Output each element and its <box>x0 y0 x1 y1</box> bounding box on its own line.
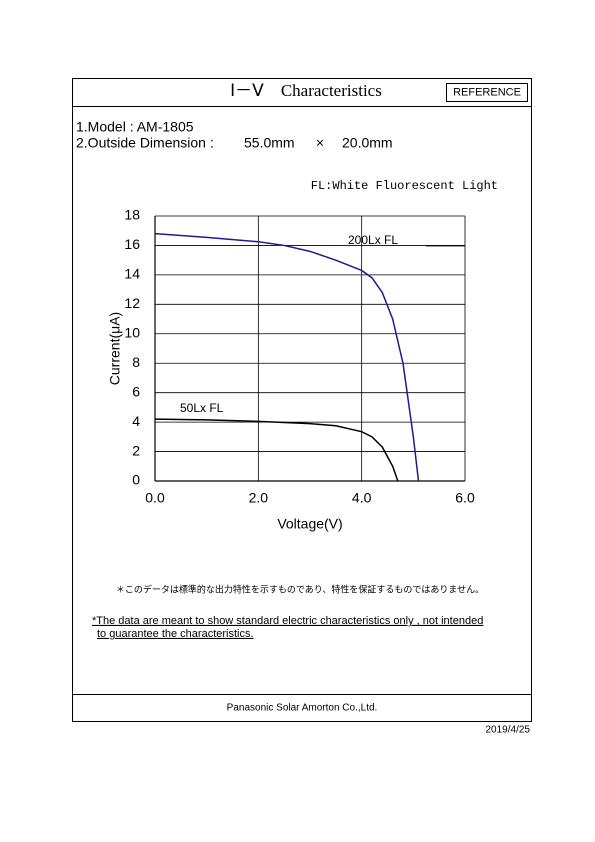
spec-dimension: 2.Outside Dimension : <box>76 135 214 151</box>
y-tick-label: 12 <box>124 295 140 311</box>
y-tick-label: 6 <box>132 383 140 399</box>
footer-date: 2019/4/25 <box>486 725 531 736</box>
footer-company: Panasonic Solar Amorton Co.,Ltd. <box>227 703 378 714</box>
frame <box>72 78 532 722</box>
x-axis-label: Voltage(V) <box>277 516 342 532</box>
y-tick-label: 4 <box>132 413 140 429</box>
y-tick-label: 14 <box>124 266 140 282</box>
note-japanese: ＊このデータは標準的な出力特性を示すものであり、特性を保証するものではありません… <box>116 583 484 594</box>
title: Ⅰ－Ⅴ Characteristics <box>230 81 382 100</box>
y-tick-label: 8 <box>132 354 140 370</box>
legend-note: FL:White Fluorescent Light <box>311 179 498 193</box>
x-tick-label: 0.0 <box>145 490 165 506</box>
spec-height: 20.0mm <box>342 135 393 151</box>
x-tick-label: 4.0 <box>352 490 372 506</box>
chart: 0 2 4 6 8 10 12 14 16 18 0.0 2.0 4.0 6.0 Voltage(V) Cur… <box>107 207 475 532</box>
y-tick-label: 2 <box>132 442 140 458</box>
note-english: to guarantee the characteristics. <box>97 628 254 640</box>
y-tick-label: 16 <box>124 236 140 252</box>
x-tick-label: 6.0 <box>455 490 475 506</box>
y-tick-label: 0 <box>132 472 140 488</box>
y-tick-label: 18 <box>124 207 140 223</box>
series-line <box>154 418 399 482</box>
y-axis-label: Current(μA) <box>107 312 123 385</box>
series-label: 50Lx FL <box>180 401 224 415</box>
spec-times: × <box>316 135 324 151</box>
badge: REFERENCE <box>453 86 521 98</box>
y-tick-label: 10 <box>124 324 140 340</box>
series-label: 200Lx FL <box>348 233 398 247</box>
series-line <box>154 232 420 482</box>
badge-box <box>446 83 528 102</box>
note-english: *The data are meant to show standard ele… <box>92 615 483 627</box>
spec-model: 1.Model : AM-1805 <box>76 119 194 135</box>
x-tick-label: 2.0 <box>249 490 269 506</box>
spec-width: 55.0mm <box>244 135 295 151</box>
